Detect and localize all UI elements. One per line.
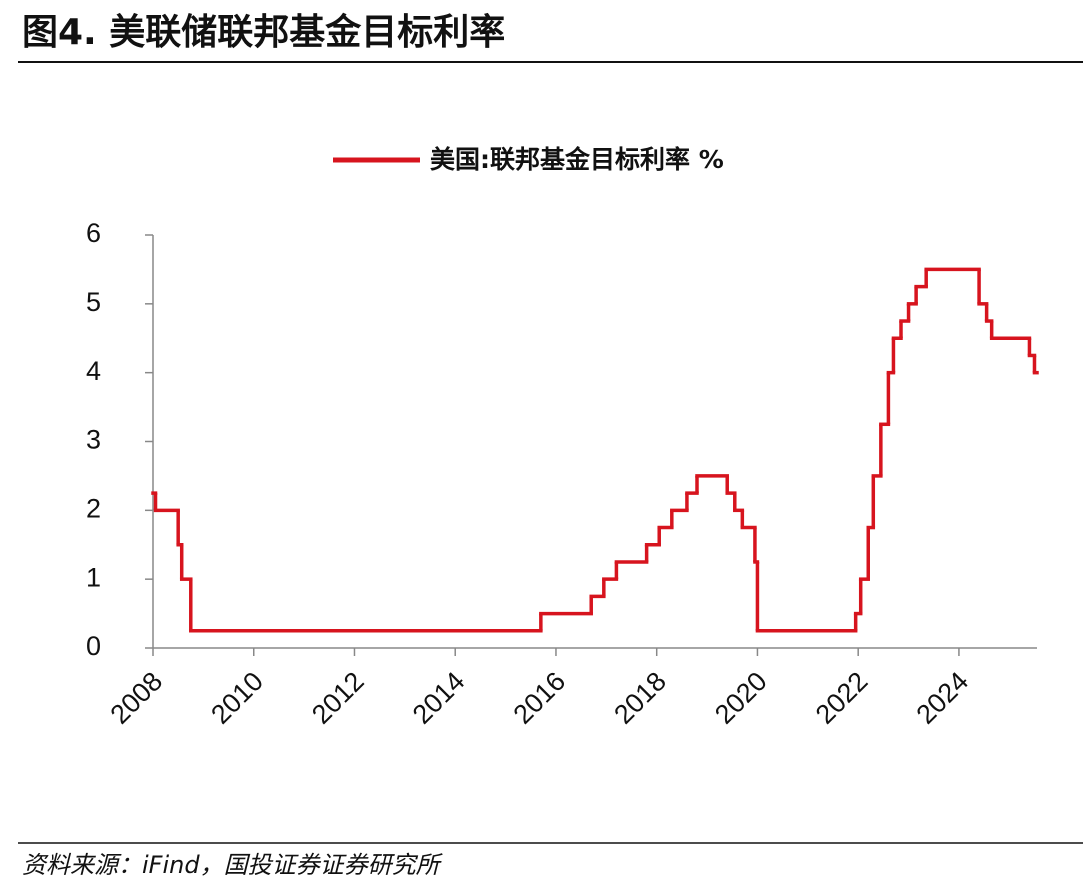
y-tick-label: 2 <box>86 493 101 523</box>
x-tick-label: 2014 <box>407 666 471 730</box>
y-tick-label: 4 <box>86 356 101 386</box>
x-tick-label: 2024 <box>911 666 975 730</box>
x-tick-label: 2010 <box>205 666 269 730</box>
chart-title: 图4. 美联储联邦基金目标利率 <box>22 11 505 53</box>
y-tick-label: 5 <box>86 287 101 317</box>
legend-label: 美国:联邦基金目标利率 % <box>430 145 724 174</box>
x-tick-label: 2022 <box>810 666 874 730</box>
x-tick-label: 2020 <box>709 666 773 730</box>
x-tick-label: 2008 <box>105 666 169 730</box>
x-tick-label: 2016 <box>508 666 572 730</box>
y-tick-label: 0 <box>86 631 101 661</box>
y-tick-label: 6 <box>86 218 101 248</box>
y-tick-label: 1 <box>86 562 101 592</box>
x-tick-label: 2012 <box>306 666 370 730</box>
y-tick-label: 3 <box>86 425 101 455</box>
x-tick-label: 2018 <box>608 666 672 730</box>
source-note: 资料来源：iFind，国投证券证券研究所 <box>22 851 444 879</box>
